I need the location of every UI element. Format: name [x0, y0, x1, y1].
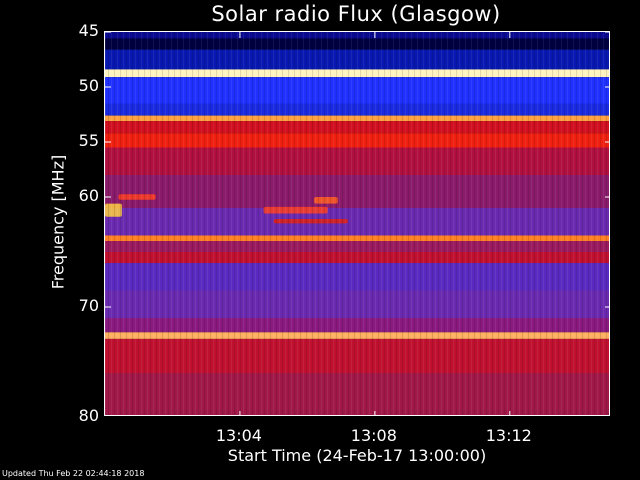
y-tick-label: 45	[78, 21, 99, 40]
x-tick-label: 13:12	[485, 426, 532, 445]
updated-timestamp: Updated Thu Feb 22 02:44:18 2018	[2, 469, 145, 478]
y-tick-label: 80	[78, 406, 99, 425]
y-tick-label: 55	[78, 131, 99, 150]
x-tick-label: 13:04	[215, 426, 262, 445]
chart-title: Solar radio Flux (Glasgow)	[211, 2, 501, 26]
spectrogram-svg	[105, 32, 609, 415]
spectrogram-plot	[104, 31, 610, 416]
y-axis-label: Frequency [MHz]	[48, 154, 68, 290]
y-tick-label: 70	[78, 296, 99, 315]
noise-texture	[105, 32, 609, 415]
axis-ticks	[105, 32, 609, 415]
x-axis-label: Start Time (24-Feb-17 13:00:00)	[227, 446, 487, 465]
y-tick-label: 60	[78, 186, 99, 205]
y-tick-label: 50	[78, 76, 99, 95]
x-tick-label: 13:08	[350, 426, 397, 445]
